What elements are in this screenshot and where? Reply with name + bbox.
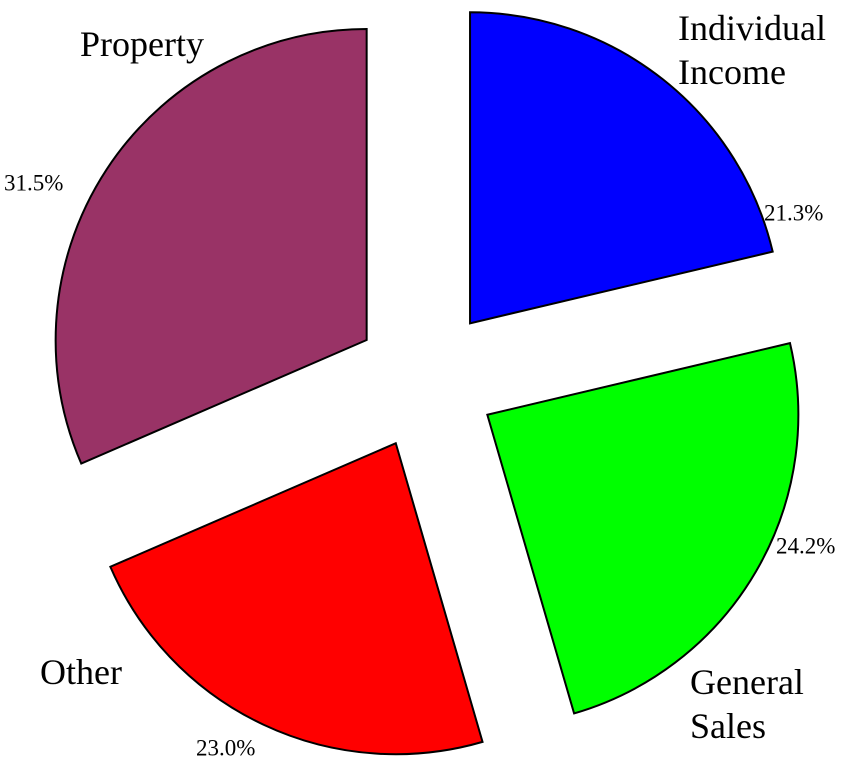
value-label: 21.3% — [764, 200, 823, 225]
category-label: General Sales — [690, 662, 804, 746]
value-label: 24.2% — [776, 533, 835, 558]
category-label: Other — [40, 652, 122, 692]
value-label: 23.0% — [196, 735, 255, 760]
pie-slice — [486, 341, 800, 715]
category-label: Individual Income — [678, 8, 826, 92]
category-label: Property — [80, 24, 204, 64]
pie-slice — [469, 11, 774, 325]
pie-slice — [54, 28, 368, 465]
value-label: 31.5% — [4, 170, 63, 195]
pie-slice — [109, 441, 484, 756]
